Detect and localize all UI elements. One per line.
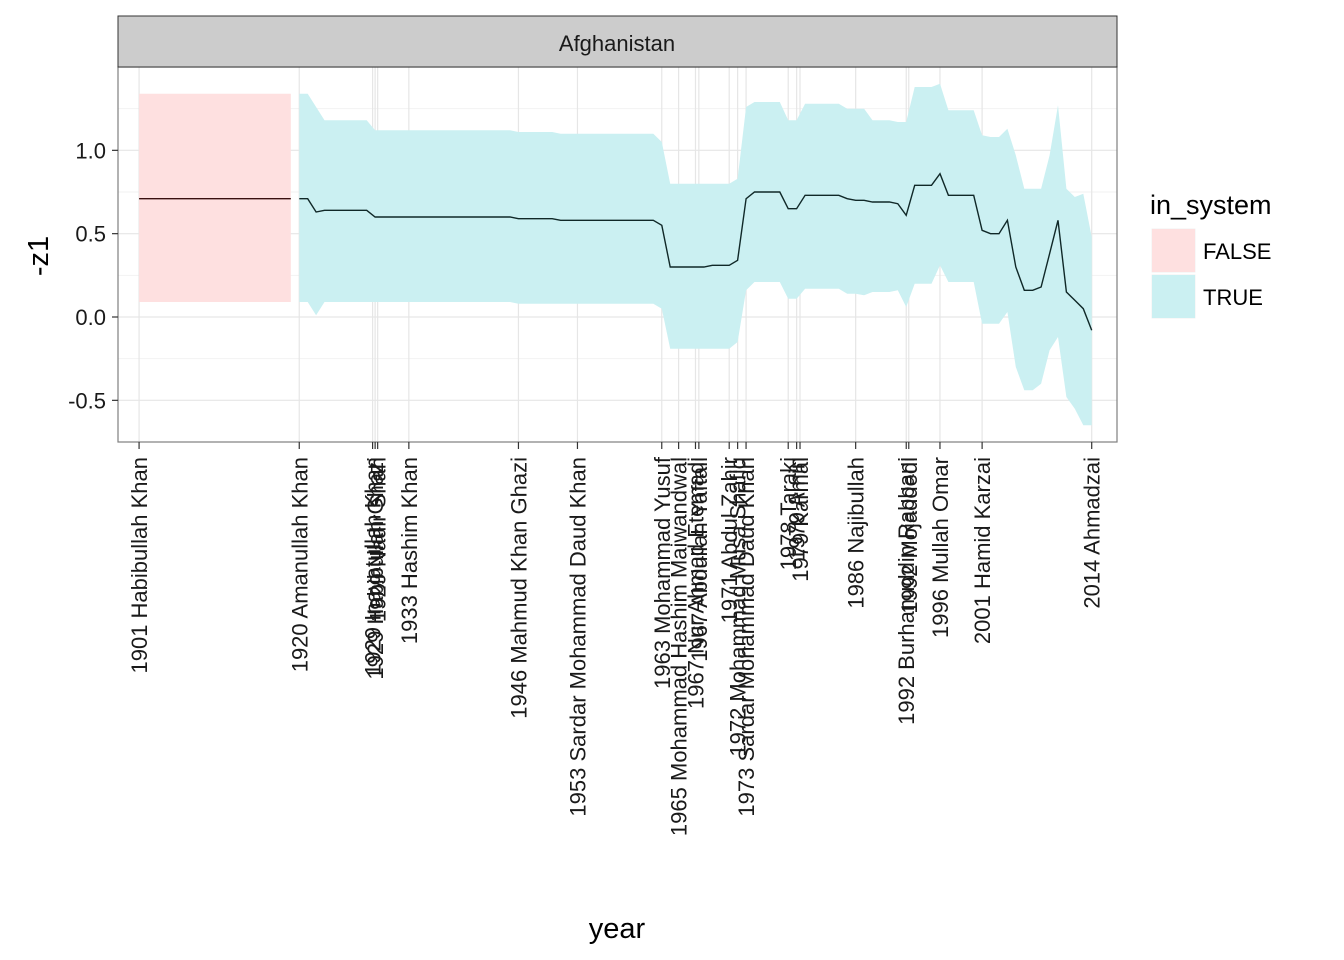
x-tick-label: 1920 Amanullah Khan	[287, 457, 312, 672]
x-tick-label: 1967 Nur Ahmad Etemadi	[684, 457, 709, 709]
facet-strip-background	[117, 15, 1118, 68]
x-tick-label: 1953 Sardar Mohammad Daud Khan	[566, 457, 591, 817]
x-tick-label: 2014 Ahmadzai	[1080, 457, 1105, 609]
y-tick-label: 0.0	[75, 305, 106, 330]
legend-key-true	[1152, 275, 1195, 318]
x-tick-label: 1979 Karmal	[788, 457, 813, 582]
x-tick-label: 2001 Hamid Karzai	[970, 457, 995, 644]
line-true	[299, 172, 1093, 331]
x-tick-label: 1992 Mojaddedi	[897, 457, 922, 614]
x-axis-title: year	[589, 913, 646, 945]
legend-key-false	[1152, 229, 1195, 272]
ribbon-true	[299, 83, 1092, 426]
axes: -0.5 0.0 0.5 1.0 1901 Habibullah Khan 1920 Am…	[68, 138, 1105, 836]
x-tick-label: 1972 Mohammad Musa Shafiq	[726, 457, 751, 757]
x-tick-label: 1992 Burhanuddin Rabbani	[894, 457, 919, 725]
x-tick-label: 1946 Mahmud Khan Ghazi	[506, 457, 531, 719]
x-tick-label: 1965 Mohammad Hashim Maiwandwal	[667, 457, 692, 836]
ribbon-false	[139, 93, 291, 302]
x-tick-label: 1963 Mohammad Yusuf	[650, 456, 675, 689]
x-tick-label: 1973 Sardar Mohammad Daud Khan	[734, 457, 759, 817]
legend-title: in_system	[1150, 190, 1272, 220]
legend-label-true: TRUE	[1203, 285, 1263, 310]
facet-strip: Afghanistan	[117, 15, 1118, 68]
x-tick-label: 1933 Hashim Khan	[397, 457, 422, 644]
x-tick-label: 1979 Amin	[785, 457, 810, 561]
x-tick-label: 1986 Najibullah	[844, 457, 869, 609]
x-tick-label: 1929 Habibullah Ghazi	[363, 457, 388, 680]
x-tick-label: 1901 Habibullah Khan	[127, 457, 152, 674]
plot-panel	[117, 66, 1118, 443]
legend-label-false: FALSE	[1203, 239, 1271, 264]
y-axis-title: -z1	[23, 236, 55, 276]
y-tick-label: 1.0	[75, 138, 106, 163]
y-tick-label: 0.5	[75, 222, 106, 247]
x-tick-label: 1978 Taraki	[776, 457, 801, 570]
legend: in_system FALSE TRUE	[1150, 190, 1272, 320]
x-tick-label: 1967 Abdullah Yaftali	[687, 457, 712, 662]
x-tick-label: 1929 Inayatullah Khan	[361, 457, 386, 676]
x-tick-label: 1929 Nadir Shah	[366, 457, 391, 622]
y-tick-label: -0.5	[68, 388, 106, 413]
x-tick-label: 1971 Abdul Zahir	[717, 457, 742, 623]
facet-strip-label: Afghanistan	[559, 31, 675, 56]
x-tick-label: 1996 Mullah Omar	[928, 457, 953, 638]
